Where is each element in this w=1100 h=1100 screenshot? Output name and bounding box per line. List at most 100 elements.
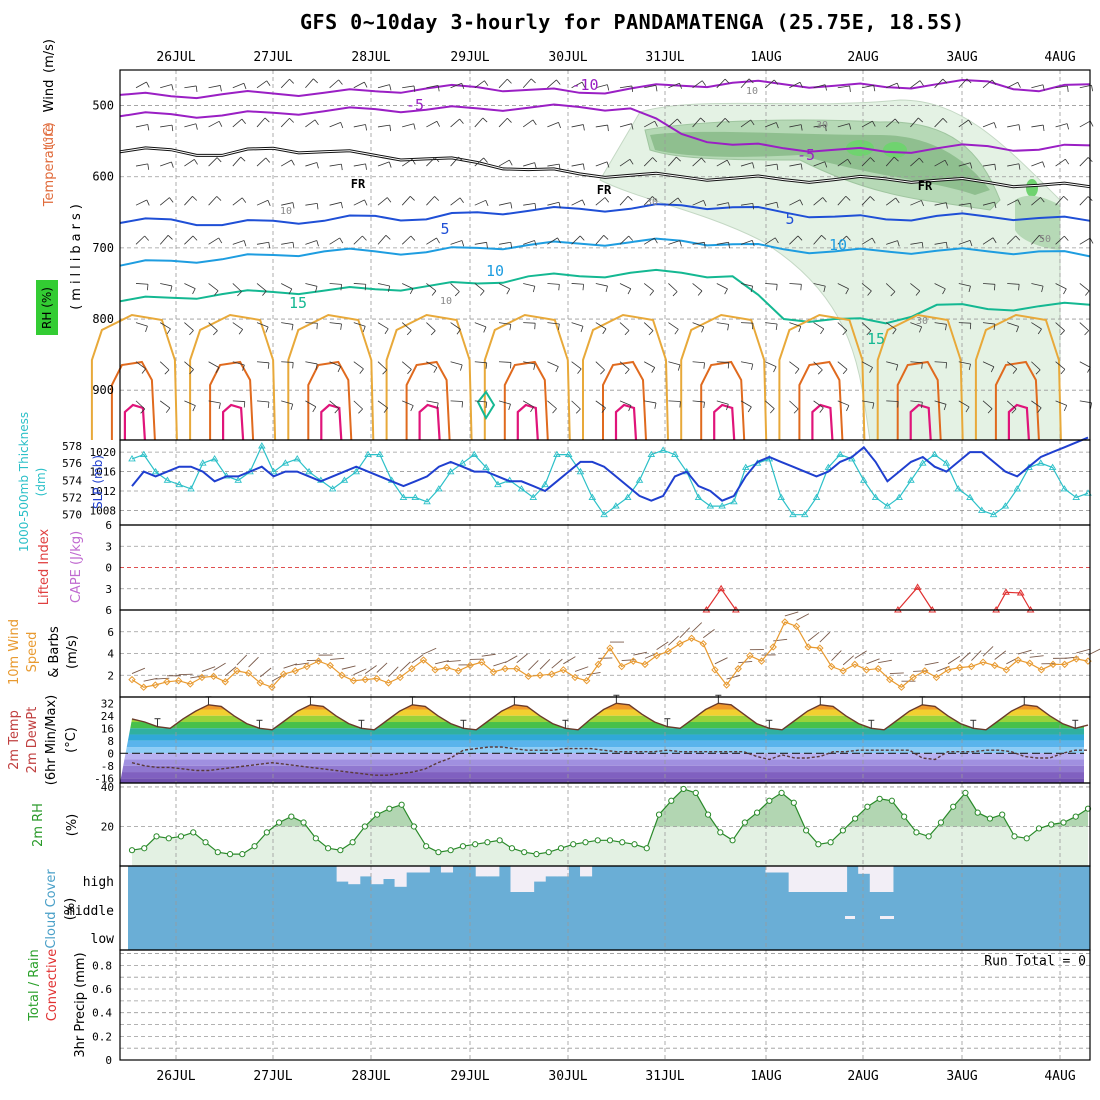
wind-barb-flag <box>993 284 996 291</box>
wind-speed-point <box>606 644 614 652</box>
cloud-high-gap <box>858 866 871 874</box>
wind-barb-10m <box>854 650 867 659</box>
li-tick-label: 0 <box>105 562 112 575</box>
wind-speed-point <box>186 680 195 688</box>
cloud-mid-gap <box>880 916 894 919</box>
wind-barb-flag <box>654 121 658 127</box>
thickness-point <box>1060 485 1069 492</box>
wind-barb-10m <box>201 666 216 672</box>
wind-barb <box>668 400 681 402</box>
thickness-point <box>128 455 136 462</box>
thickness-point <box>859 476 868 483</box>
y-label-thickness-unit: (dm) <box>34 468 48 497</box>
wind-barb-flag <box>819 407 824 413</box>
wind-speed-point <box>1049 660 1057 669</box>
lifted-index-point <box>1002 588 1010 595</box>
wind-barb-flag <box>846 235 851 241</box>
wind-barb-flag <box>700 117 706 123</box>
wind-barb-10m <box>807 631 820 642</box>
wind-barb-flag <box>434 157 440 163</box>
wind-barb-flag <box>410 235 416 241</box>
wind-barb-flag <box>674 329 679 335</box>
temp-contour-25 <box>602 360 647 441</box>
wind-barb <box>305 240 317 245</box>
rh2m-point <box>447 847 454 854</box>
wind-barb <box>135 81 147 89</box>
temp-band <box>120 734 1084 741</box>
wind-barb <box>281 241 294 245</box>
wind-barb <box>789 400 799 410</box>
thickness-point <box>954 485 962 492</box>
wind-barb-flag <box>773 366 777 373</box>
rh2m-point <box>1011 833 1018 840</box>
wind-barb <box>789 81 801 89</box>
wind-barb-flag <box>1085 290 1090 296</box>
wind-barb-flag <box>534 162 537 169</box>
wind-barb-flag <box>510 202 513 209</box>
rh-legend-swatch <box>36 280 58 335</box>
wind-barb-flag <box>556 79 561 85</box>
wind-barb <box>982 400 993 409</box>
wind-barb-flag <box>214 290 219 296</box>
lifted-index-point <box>1016 589 1025 596</box>
rh-region-90 <box>883 142 907 158</box>
wind-barb-flag <box>728 202 731 209</box>
cloud-high-gap <box>881 866 894 892</box>
wind-barb <box>256 117 266 128</box>
wind-barb-flag <box>530 406 534 413</box>
wind-barb <box>377 400 388 409</box>
day-label-top: 28JUL <box>351 50 390 65</box>
rh2m-point <box>986 815 994 822</box>
wind-barb-flag <box>241 197 247 203</box>
wind-speed-point <box>513 665 521 673</box>
wind-barb-flag <box>461 401 463 408</box>
wind-barb-flag <box>389 125 392 132</box>
temp-band <box>120 709 1084 716</box>
y-label-rh2m-unit: (%) <box>65 814 80 837</box>
thickness-point <box>376 450 384 458</box>
wind-barb-flag <box>895 197 900 204</box>
wind-barb <box>160 161 172 167</box>
wind-barb-flag <box>147 284 149 291</box>
wind-barb <box>256 361 269 364</box>
wind-barb <box>208 85 221 89</box>
wind-barb <box>934 202 947 206</box>
temp-contour-25 <box>994 360 1040 441</box>
wind-barb-10m <box>691 622 703 633</box>
wind-barb <box>135 199 147 206</box>
rh2m-point <box>1035 825 1043 832</box>
wind-barb-flag <box>216 157 222 163</box>
wind-barb <box>1007 283 1020 285</box>
wind-barb-flag <box>799 82 804 88</box>
wind-barb-flag <box>339 237 344 244</box>
wind-barb-flag <box>918 117 924 123</box>
temp-contour-25 <box>700 360 746 441</box>
wind-barb <box>886 400 899 402</box>
wind-barb <box>353 163 366 167</box>
wind-barb <box>450 118 460 128</box>
wind-barb-flag <box>582 124 585 131</box>
wind-barb-flag <box>1042 84 1045 91</box>
wind-barb-flag <box>701 80 707 86</box>
wind-barb-flag <box>484 80 489 86</box>
wind-barb <box>692 241 705 245</box>
wind-barb-flag <box>894 118 900 124</box>
wind-barb-10m <box>353 668 367 676</box>
wind-speed-point <box>454 667 463 675</box>
wind-barb-flag <box>237 291 242 297</box>
freezing-level-label: FR <box>597 183 612 197</box>
y-label-temperature: Temperature <box>42 124 57 207</box>
wind-barb <box>571 400 581 410</box>
wind-barb <box>232 283 242 292</box>
wind-barb-flag <box>385 235 391 240</box>
wind-speed-line <box>131 621 1089 688</box>
temp-contour-30 <box>320 403 343 441</box>
wind-speed-point <box>676 640 684 648</box>
wind-barb-flag <box>793 408 799 414</box>
rh2m-point <box>177 833 185 840</box>
wind-barb-flag <box>629 159 634 165</box>
wind-barb-10m <box>563 656 576 665</box>
wind-barb <box>522 119 534 128</box>
wind-barb-flag <box>1060 369 1066 375</box>
wind-barb <box>256 283 267 292</box>
